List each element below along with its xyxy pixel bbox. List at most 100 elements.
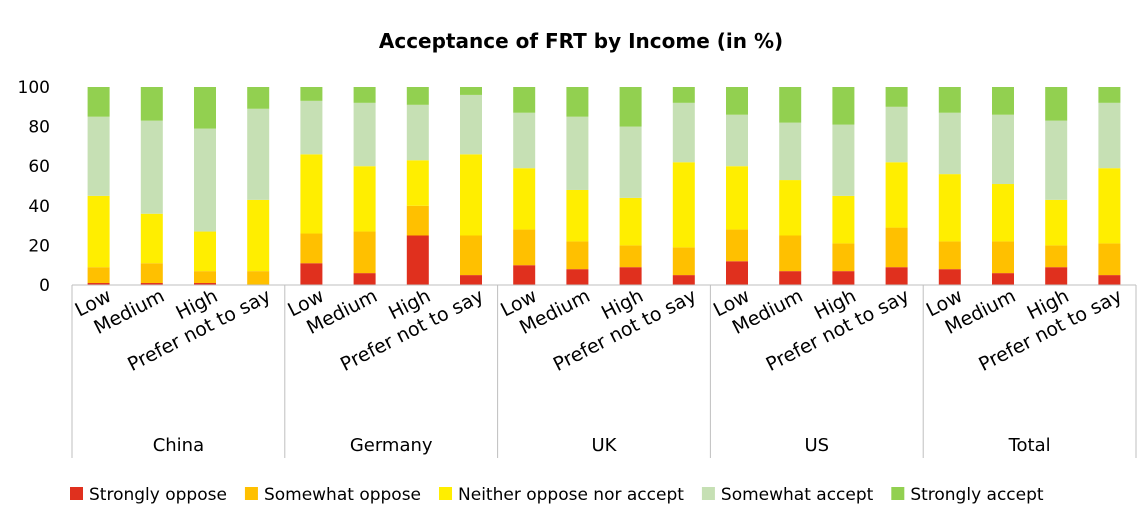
bar-segment	[726, 114, 748, 167]
bars	[87, 87, 1121, 285]
bar-segment	[672, 87, 695, 103]
bar-segment	[566, 189, 589, 242]
bar-segment	[832, 271, 855, 285]
bar-segment	[938, 241, 961, 270]
group-label: US	[804, 435, 829, 456]
legend-swatch	[891, 487, 905, 500]
y-tick-label: 40	[28, 197, 50, 217]
y-axis: 0 20 40 60 80 100	[18, 78, 50, 296]
bar-segment	[992, 184, 1014, 242]
bar-segment	[566, 269, 589, 285]
bar-segment	[247, 108, 270, 200]
bar-segment	[938, 174, 961, 242]
legend-label: Neither oppose nor accept	[458, 485, 684, 505]
bar-segment	[619, 267, 642, 285]
legend-label: Strongly accept	[910, 485, 1044, 505]
y-tick-label: 100	[18, 78, 50, 98]
bar-segment	[140, 213, 163, 264]
bar-segment	[566, 87, 589, 117]
bar-segment	[460, 275, 482, 285]
bar-segment	[406, 235, 429, 285]
bar-segment	[832, 195, 855, 244]
bar-segment	[87, 283, 110, 285]
bar-segment	[1045, 267, 1068, 285]
bar-segment	[1098, 168, 1121, 244]
bar-segment	[247, 87, 270, 109]
bar-segment	[194, 283, 216, 285]
bar-segment	[353, 273, 376, 285]
bar-segment	[87, 116, 110, 196]
bar-segment	[619, 126, 642, 198]
bar-segment	[672, 162, 695, 248]
bar-segment	[87, 267, 110, 284]
chart-title: Acceptance of FRT by Income (in %)	[379, 29, 783, 53]
bar-segment	[140, 87, 163, 121]
bar-segment	[992, 114, 1014, 185]
bar-segment	[140, 283, 163, 285]
legend-swatch	[70, 487, 83, 500]
bar-segment	[619, 197, 642, 246]
bar-segment	[353, 231, 376, 274]
bar-segment	[726, 87, 748, 115]
bar-segment	[1045, 87, 1068, 121]
bar-segment	[406, 104, 429, 161]
bar-segment	[194, 231, 216, 272]
bar-segment	[300, 263, 323, 285]
bar-segment	[460, 87, 482, 95]
bar-segment	[247, 199, 270, 272]
bar-segment	[513, 112, 536, 169]
bar-segment	[832, 243, 855, 272]
bar-segment	[247, 271, 270, 285]
bar-segment	[992, 273, 1014, 285]
bar-segment	[1098, 87, 1121, 103]
bar-segment	[619, 87, 642, 127]
bar-segment	[1098, 243, 1121, 276]
bar-segment	[672, 102, 695, 163]
bar-segment	[513, 265, 536, 285]
legend-swatch	[701, 487, 715, 500]
bar-segment	[460, 94, 482, 155]
bar-segment	[885, 162, 908, 228]
bar-segment	[353, 166, 376, 232]
bar-segment	[1045, 245, 1068, 268]
bar-segment	[726, 166, 748, 230]
bar-segment	[1045, 120, 1068, 200]
bar-segment	[406, 87, 429, 105]
bar-segment	[353, 87, 376, 103]
legend-swatch	[439, 487, 453, 500]
bar-segment	[938, 112, 961, 175]
group-label: UK	[592, 435, 618, 456]
bar-segment	[513, 87, 536, 113]
bar-segment	[938, 87, 961, 113]
bar-segment	[726, 261, 748, 285]
group-label: Germany	[350, 435, 433, 456]
bar-segment	[885, 106, 908, 163]
bar-segment	[779, 87, 802, 123]
bar-segment	[300, 87, 323, 101]
bar-segment	[460, 235, 482, 276]
y-tick-label: 80	[28, 118, 50, 138]
group-label: Total	[1008, 435, 1051, 456]
bar-segment	[300, 154, 323, 234]
legend-swatch	[244, 487, 258, 500]
bar-segment	[619, 245, 642, 268]
bar-segment	[87, 87, 110, 117]
bar-segment	[992, 241, 1014, 274]
bar-segment	[353, 102, 376, 167]
group-label: China	[153, 435, 204, 456]
bar-segment	[194, 87, 216, 129]
bar-segment	[779, 235, 802, 272]
bar-segment	[460, 154, 482, 236]
bar-segment	[513, 229, 536, 266]
bar-segment	[938, 269, 961, 285]
bar-segment	[406, 160, 429, 206]
bar-segment	[885, 87, 908, 107]
bar-segment	[513, 168, 536, 230]
bar-segment	[140, 263, 163, 284]
legend-label: Strongly oppose	[89, 485, 227, 505]
bar-segment	[992, 87, 1014, 115]
legend: Strongly oppose Somewhat oppose Neither op…	[70, 485, 1044, 505]
bar-segment	[832, 124, 855, 196]
